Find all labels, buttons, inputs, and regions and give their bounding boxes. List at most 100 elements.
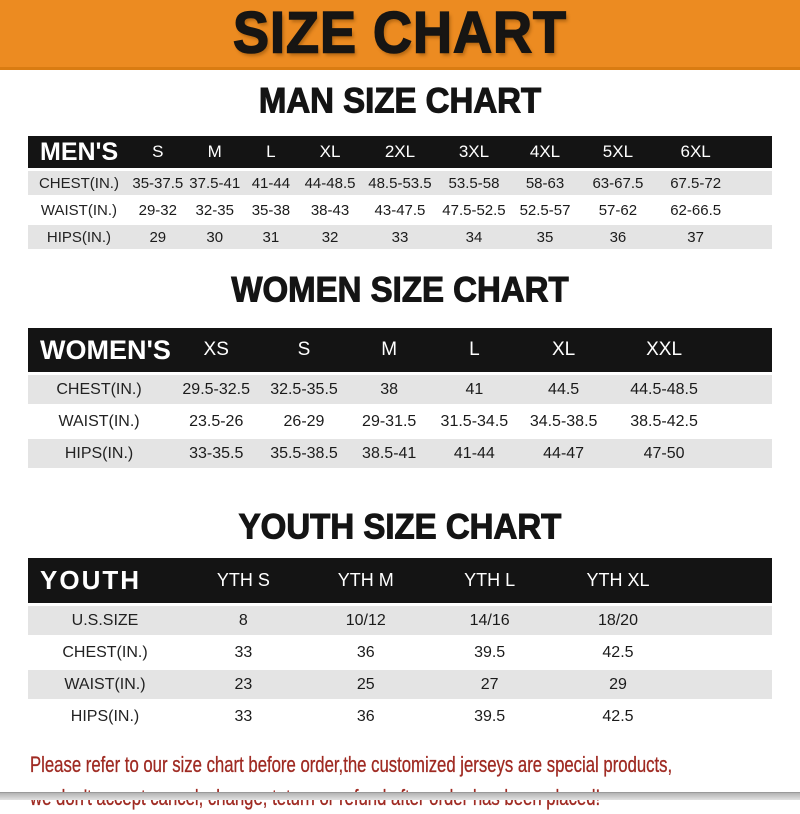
size-value-cell: 36: [579, 225, 656, 249]
size-column-header: YTH XL: [552, 558, 684, 603]
row-label: WAIST(IN.): [28, 198, 130, 222]
size-value-cell: 39.5: [426, 702, 553, 731]
youth-size-table: YOUTH YTH S YTH M YTH L YTH XL U.S.SIZE 8 10/12…: [28, 555, 772, 734]
row-filler-cell: [683, 638, 772, 667]
row-label: HIPS(IN.): [28, 702, 182, 731]
row-filler-cell: [716, 407, 772, 436]
size-value-cell: 33: [182, 702, 305, 731]
size-value-cell: 47-50: [611, 439, 717, 468]
youth-header-row: YOUTH YTH S YTH M YTH L YTH XL: [28, 558, 772, 603]
order-disclaimer: Please refer to our size chart before or…: [30, 748, 800, 814]
size-column-header: YTH S: [182, 558, 305, 603]
size-value-cell: 57-62: [579, 198, 656, 222]
size-value-cell: 35: [510, 225, 580, 249]
women-header-row: WOMEN'S XS S M L XL XXL: [28, 328, 772, 372]
man-size-chart-heading: MAN SIZE CHART: [258, 80, 542, 121]
size-value-cell: 67.5-72: [655, 171, 736, 195]
row-label: CHEST(IN.): [28, 171, 130, 195]
size-value-cell: 29.5-32.5: [170, 375, 263, 404]
page-title: SIZE CHART: [232, 0, 567, 66]
table-row: WAIST(IN.) 23.5-26 26-29 29-31.5 31.5-34.5 34…: [28, 407, 772, 436]
size-column-header: 5XL: [579, 136, 656, 168]
size-value-cell: 27: [426, 670, 553, 699]
section-youth-size-chart: YOUTH SIZE CHART YOUTH YTH S YTH M YTH L YTH…: [0, 507, 800, 734]
youth-table-label: YOUTH: [28, 558, 182, 603]
row-filler-cell: [716, 375, 772, 404]
women-size-chart-heading: WOMEN SIZE CHART: [231, 269, 569, 310]
table-row: HIPS(IN.) 29 30 31 32 33 34 35 36 37: [28, 225, 772, 249]
section-man-size-chart: MAN SIZE CHART MEN'S S M L XL 2XL 3XL 4XL 5XL 6XL…: [0, 80, 800, 252]
size-value-cell: 39.5: [426, 638, 553, 667]
size-value-cell: 58-63: [510, 171, 580, 195]
size-value-cell: 32-35: [185, 198, 244, 222]
size-value-cell: 41-44: [243, 171, 299, 195]
size-value-cell: 42.5: [552, 638, 684, 667]
size-column-header: 2XL: [362, 136, 438, 168]
row-filler-cell: [683, 606, 772, 635]
size-value-cell: 25: [304, 670, 427, 699]
table-row: HIPS(IN.) 33-35.5 35.5-38.5 38.5-41 41-44 44-…: [28, 439, 772, 468]
row-label: CHEST(IN.): [28, 638, 182, 667]
men-table-label: MEN'S: [28, 136, 130, 168]
row-label: HIPS(IN.): [28, 439, 171, 468]
size-column-header: YTH M: [304, 558, 427, 603]
size-value-cell: 35-38: [243, 198, 299, 222]
row-filler-cell: [683, 702, 772, 731]
section-women-size-chart: WOMEN SIZE CHART WOMEN'S XS S M L XL XXL CHEST(…: [0, 269, 800, 471]
size-value-cell: 42.5: [552, 702, 684, 731]
size-value-cell: 37: [655, 225, 736, 249]
header-filler-cell: [735, 136, 772, 168]
size-value-cell: 35-37.5: [129, 171, 186, 195]
size-column-header: M: [185, 136, 244, 168]
size-value-cell: 8: [182, 606, 305, 635]
size-value-cell: 35.5-38.5: [262, 439, 346, 468]
size-value-cell: 29-32: [129, 198, 186, 222]
row-filler-cell: [735, 171, 772, 195]
size-column-header: 6XL: [655, 136, 736, 168]
row-label: WAIST(IN.): [28, 670, 182, 699]
size-value-cell: 41-44: [432, 439, 517, 468]
size-column-header: XXL: [611, 328, 717, 372]
size-value-cell: 38.5-41: [345, 439, 433, 468]
size-value-cell: 33: [182, 638, 305, 667]
row-label: HIPS(IN.): [28, 225, 130, 249]
size-value-cell: 36: [304, 702, 427, 731]
size-column-header: L: [432, 328, 517, 372]
women-table-label: WOMEN'S: [28, 328, 171, 372]
size-value-cell: 31.5-34.5: [432, 407, 517, 436]
size-value-cell: 36: [304, 638, 427, 667]
size-value-cell: 14/16: [426, 606, 553, 635]
size-value-cell: 29: [129, 225, 186, 249]
table-row: HIPS(IN.) 33 36 39.5 42.5: [28, 702, 772, 731]
size-column-header: M: [345, 328, 433, 372]
size-column-header: XS: [170, 328, 263, 372]
size-value-cell: 38-43: [298, 198, 363, 222]
size-value-cell: 32.5-35.5: [262, 375, 346, 404]
size-value-cell: 31: [243, 225, 299, 249]
size-value-cell: 34.5-38.5: [516, 407, 612, 436]
bottom-edge-strip: [0, 792, 800, 800]
table-row: CHEST(IN.) 35-37.5 37.5-41 41-44 44-48.5 48.5…: [28, 171, 772, 195]
row-label: U.S.SIZE: [28, 606, 182, 635]
man-size-table: MEN'S S M L XL 2XL 3XL 4XL 5XL 6XL CHEST(IN.) 35-37…: [28, 133, 772, 252]
women-size-table: WOMEN'S XS S M L XL XXL CHEST(IN.) 29.5-32.5 32.5…: [28, 325, 772, 471]
size-column-header: XL: [516, 328, 612, 372]
size-value-cell: 44-47: [516, 439, 612, 468]
row-filler-cell: [683, 670, 772, 699]
size-column-header: S: [129, 136, 186, 168]
row-filler-cell: [735, 225, 772, 249]
size-value-cell: 26-29: [262, 407, 346, 436]
table-row: U.S.SIZE 8 10/12 14/16 18/20: [28, 606, 772, 635]
table-row: CHEST(IN.) 29.5-32.5 32.5-35.5 38 41 44.5 44.5…: [28, 375, 772, 404]
size-value-cell: 30: [185, 225, 244, 249]
size-value-cell: 34: [437, 225, 511, 249]
header-filler-cell: [716, 328, 772, 372]
disclaimer-line-1: Please refer to our size chart before or…: [30, 752, 673, 777]
row-filler-cell: [735, 198, 772, 222]
size-value-cell: 10/12: [304, 606, 427, 635]
size-value-cell: 44-48.5: [298, 171, 363, 195]
size-value-cell: 52.5-57: [510, 198, 580, 222]
size-value-cell: 32: [298, 225, 363, 249]
size-column-header: L: [243, 136, 299, 168]
size-value-cell: 18/20: [552, 606, 684, 635]
